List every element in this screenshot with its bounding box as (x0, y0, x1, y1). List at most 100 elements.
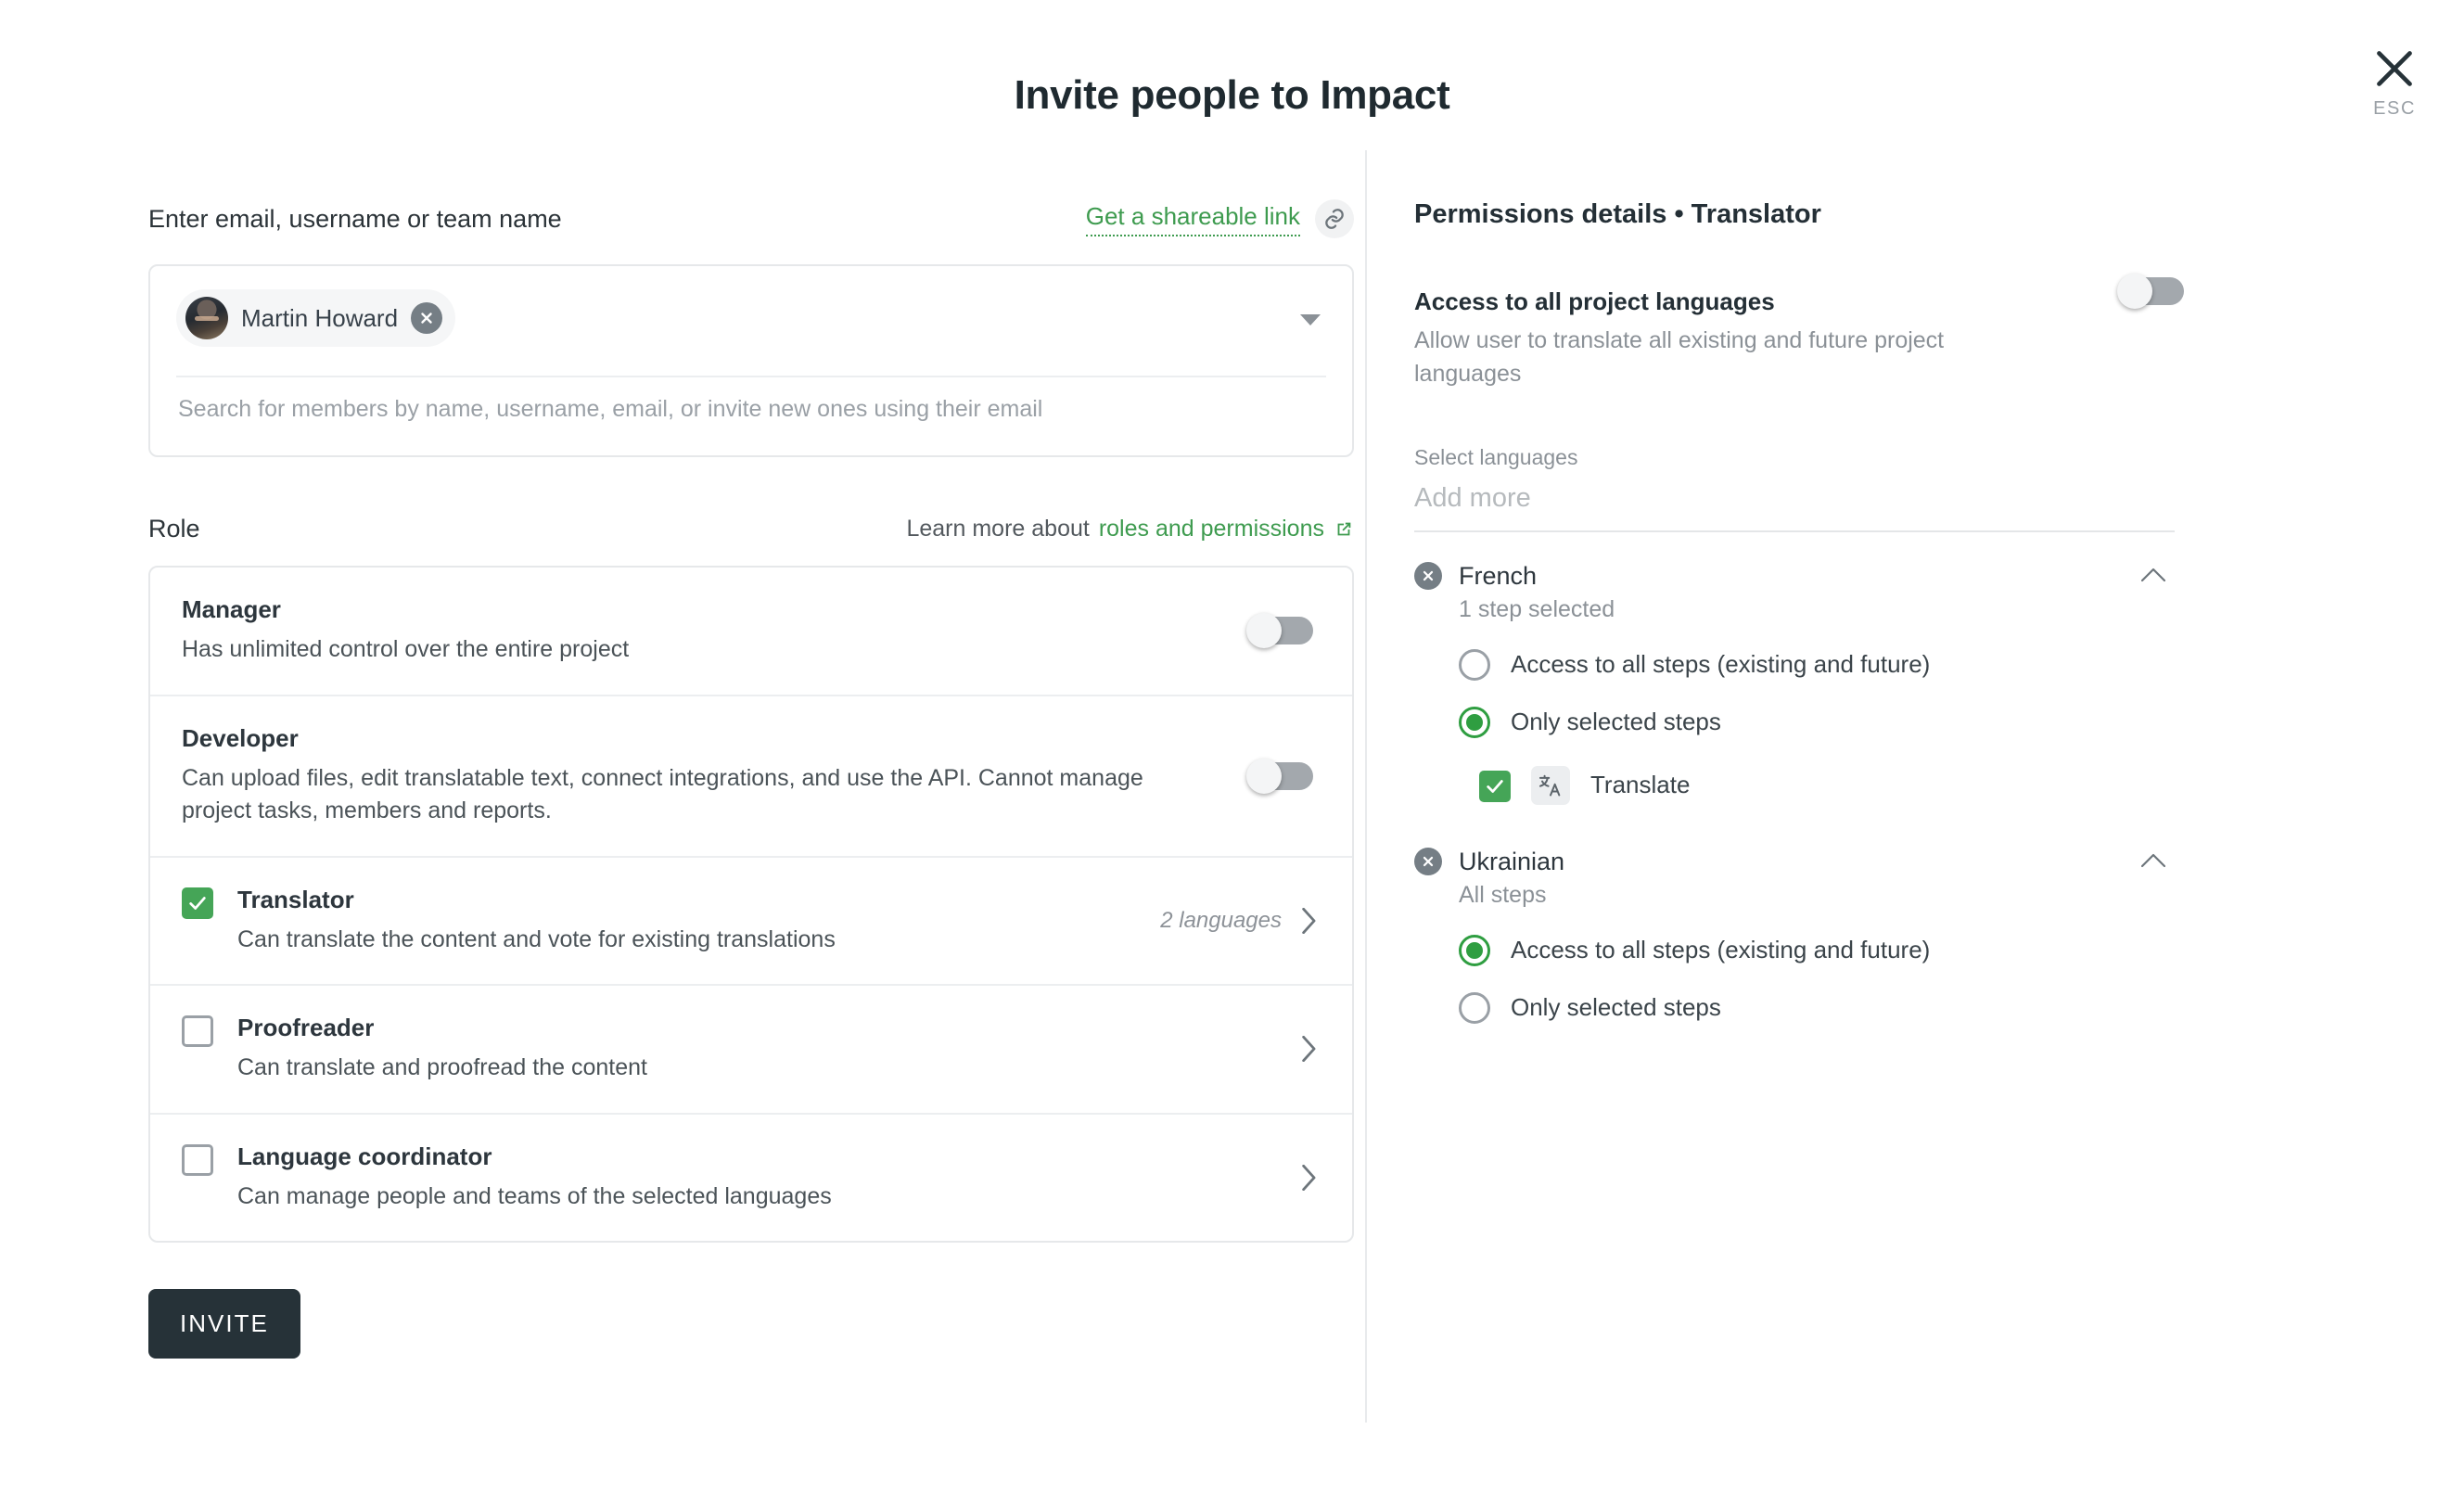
chevron-up-icon[interactable] (2141, 568, 2165, 582)
toggle-knob (1246, 758, 1282, 794)
add-more-input[interactable]: Add more (1414, 482, 1531, 513)
step-label: Translate (1590, 771, 1691, 798)
role-list: Manager Has unlimited control over the e… (148, 566, 1354, 1243)
chevron-right-icon[interactable] (1302, 1164, 1317, 1191)
check-icon (189, 896, 206, 910)
role-row-developer[interactable]: Developer Can upload files, edit transla… (150, 694, 1352, 856)
invite-button[interactable]: INVITE (148, 1289, 300, 1359)
language-header: Ukrainian (1414, 848, 2193, 876)
translator-languages-link[interactable]: 2 languages (1160, 907, 1317, 934)
close-button[interactable]: ESC (2373, 48, 2416, 120)
role-row-language-coordinator[interactable]: Language coordinator Can manage people a… (150, 1112, 1352, 1242)
members-label: Enter email, username or team name (148, 204, 562, 233)
language-status: All steps (1459, 881, 1547, 908)
language-count-badge: 2 languages (1160, 907, 1282, 933)
role-description: Can manage people and teams of the selec… (237, 1182, 832, 1209)
role-name: Translator (237, 885, 354, 913)
close-icon (2377, 51, 2412, 86)
close-icon (1423, 856, 1434, 867)
divider (176, 376, 1326, 377)
close-icon (421, 313, 432, 324)
language-coordinator-detail-link[interactable] (1302, 1164, 1317, 1191)
shareable-link-group[interactable]: Get a shareable link (1085, 199, 1354, 238)
esc-label: ESC (2373, 98, 2416, 119)
translator-checkbox[interactable] (182, 887, 213, 919)
language-name: French (1459, 561, 1538, 590)
chevron-right-icon[interactable] (1302, 1036, 1317, 1063)
permissions-details-panel: Permissions details • Translator Access … (1414, 199, 2193, 1024)
ukrainian-option-selected-steps[interactable]: Only selected steps (1459, 991, 2193, 1024)
french-option-selected-steps[interactable]: Only selected steps (1459, 706, 2193, 738)
proofreader-checkbox[interactable] (182, 1015, 213, 1047)
selected-members: Martin Howard (150, 266, 1352, 347)
radio-button[interactable] (1459, 648, 1490, 681)
role-name: Manager (182, 595, 281, 623)
role-row-proofreader[interactable]: Proofreader Can translate and proofread … (150, 984, 1352, 1113)
external-link-icon[interactable] (1334, 519, 1354, 540)
radio-button[interactable] (1459, 706, 1490, 738)
remove-language-button[interactable] (1414, 562, 1442, 590)
radio-label: Only selected steps (1511, 708, 1721, 735)
avatar (185, 297, 228, 339)
all-project-languages-block: Access to all project languages Allow us… (1414, 274, 2193, 391)
role-name: Developer (182, 723, 299, 752)
language-group-french: French 1 step selected Access to all ste… (1414, 562, 2193, 805)
step-checkbox[interactable] (1479, 770, 1511, 802)
close-icon (1423, 570, 1434, 581)
radio-button[interactable] (1459, 934, 1490, 966)
role-header: Role Learn more about roles and permissi… (148, 515, 1354, 543)
french-step-translate[interactable]: Translate (1479, 765, 2193, 805)
language-group-ukrainian: Ukrainian All steps Access to all steps … (1414, 848, 2193, 1024)
chevron-right-icon[interactable] (1302, 907, 1317, 934)
permissions-title: Permissions details • Translator (1414, 199, 1821, 229)
ukrainian-option-all-steps[interactable]: Access to all steps (existing and future… (1459, 934, 2193, 966)
divider (1414, 530, 2175, 532)
radio-label: Access to all steps (existing and future… (1511, 650, 1931, 678)
all-languages-heading: Access to all project languages (1414, 287, 1775, 315)
role-row-manager[interactable]: Manager Has unlimited control over the e… (150, 568, 1352, 695)
search-input-placeholder[interactable]: Search for members by name, username, em… (178, 396, 1043, 422)
link-icon-button[interactable] (1315, 199, 1354, 238)
proofreader-detail-link[interactable] (1302, 1036, 1317, 1063)
member-chip-label: Martin Howard (241, 303, 399, 332)
select-languages-field[interactable]: Select languages Add more (1414, 445, 2193, 532)
language-status: 1 step selected (1459, 595, 1615, 622)
role-row-translator[interactable]: Translator Can translate the content and… (150, 855, 1352, 985)
manager-toggle[interactable] (1246, 613, 1313, 649)
member-chip[interactable]: Martin Howard (176, 289, 456, 347)
role-name: Language coordinator (237, 1142, 492, 1170)
member-search-box[interactable]: Martin Howard Search for members by name… (148, 264, 1354, 457)
toggle-knob (1246, 613, 1282, 649)
developer-toggle[interactable] (1246, 758, 1313, 794)
remove-language-button[interactable] (1414, 848, 1442, 875)
language-name: Ukrainian (1459, 847, 1565, 875)
role-description: Can upload files, edit translatable text… (182, 764, 1143, 824)
radio-label: Access to all steps (existing and future… (1511, 936, 1931, 963)
role-name: Proofreader (237, 1014, 375, 1041)
all-project-languages-toggle[interactable] (2117, 274, 2184, 309)
panel-divider (1365, 150, 1367, 1423)
role-description: Has unlimited control over the entire pr… (182, 636, 630, 662)
role-label: Role (148, 515, 200, 542)
radio-label: Only selected steps (1511, 993, 1721, 1021)
learn-more-text: Learn more about roles and permissions (906, 516, 1354, 542)
link-icon (1325, 209, 1344, 229)
all-languages-description: Allow user to translate all existing and… (1414, 327, 1945, 388)
get-shareable-link[interactable]: Get a shareable link (1085, 202, 1300, 236)
toggle-knob (2117, 274, 2152, 309)
select-languages-label: Select languages (1414, 444, 1578, 469)
chevron-up-icon[interactable] (2141, 853, 2165, 868)
learn-more-prefix: Learn more about (906, 516, 1090, 542)
radio-button[interactable] (1459, 991, 1490, 1024)
translate-icon (1531, 765, 1570, 805)
role-description: Can translate and proofread the content (237, 1054, 647, 1080)
roles-permissions-link[interactable]: roles and permissions (1098, 516, 1324, 542)
chevron-down-icon[interactable] (1300, 314, 1321, 325)
role-description: Can translate the content and vote for e… (237, 925, 836, 952)
remove-member-button[interactable] (411, 302, 443, 334)
members-header: Enter email, username or team name Get a… (148, 199, 1354, 238)
french-option-all-steps[interactable]: Access to all steps (existing and future… (1459, 648, 2193, 681)
invite-form-panel: Enter email, username or team name Get a… (148, 199, 1354, 1359)
language-coordinator-checkbox[interactable] (182, 1143, 213, 1176)
